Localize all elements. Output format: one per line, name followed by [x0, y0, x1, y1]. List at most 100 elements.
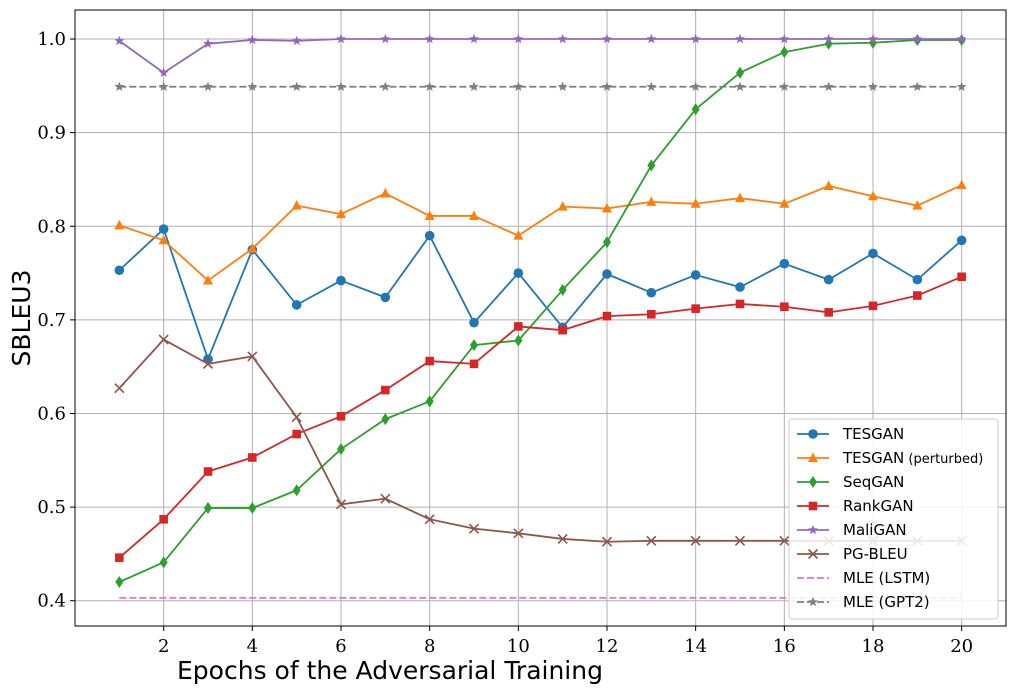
- data-point: [114, 383, 125, 394]
- data-point: [203, 81, 213, 91]
- x-marker-stroke: [424, 514, 435, 525]
- x-marker-stroke: [114, 383, 125, 394]
- series-2: [115, 33, 966, 588]
- legend-label-name: MLE (LSTM): [843, 569, 930, 587]
- y-tick-label: 1.0: [37, 29, 66, 50]
- data-point: [736, 66, 744, 79]
- data-point: [823, 81, 834, 91]
- data-point: [735, 81, 745, 91]
- data-point: [424, 210, 435, 220]
- data-point: [336, 275, 346, 286]
- x-marker-stroke: [335, 499, 347, 510]
- legend-label: PG-BLEU: [843, 545, 908, 563]
- data-point: [114, 81, 125, 91]
- data-point: [823, 274, 834, 285]
- legend-label-name: SeqGAN: [843, 473, 904, 491]
- x-tick-label: 16: [773, 636, 796, 657]
- data-point: [513, 268, 524, 278]
- series-7: [114, 81, 967, 91]
- x-tick-label: 2: [158, 636, 169, 657]
- legend-marker: [808, 429, 818, 439]
- data-point: [424, 81, 435, 91]
- data-point: [735, 299, 745, 309]
- data-point: [336, 33, 346, 44]
- data-point: [158, 81, 169, 91]
- data-point: [425, 356, 434, 366]
- data-point: [513, 33, 524, 44]
- data-point: [291, 300, 302, 310]
- data-point: [690, 270, 701, 280]
- data-point: [603, 236, 611, 249]
- data-point: [647, 159, 656, 172]
- x-axis-title: Epochs of the Adversarial Training: [177, 656, 603, 685]
- legend-label-name: TESGAN: [842, 449, 904, 467]
- data-point: [203, 467, 213, 476]
- data-point: [690, 33, 701, 44]
- data-point: [247, 243, 258, 253]
- legend-label-suffix: (perturbed): [904, 452, 983, 467]
- data-point: [912, 33, 923, 44]
- legend-item: TESGAN: [797, 425, 904, 443]
- data-point: [247, 34, 258, 45]
- data-point: [735, 282, 745, 292]
- legend-item: MLE (GPT2): [797, 593, 930, 611]
- x-tick-label: 6: [335, 636, 346, 657]
- data-point: [468, 523, 480, 534]
- data-point: [779, 33, 790, 44]
- legend-label: TESGAN (perturbed): [842, 449, 983, 467]
- data-point: [868, 81, 878, 91]
- data-point: [425, 395, 434, 408]
- y-tick-label: 0.8: [37, 216, 66, 237]
- data-point: [690, 198, 701, 208]
- data-point: [602, 269, 612, 279]
- legend-item: MaliGAN: [797, 521, 907, 539]
- legend-label-name: PG-BLEU: [843, 545, 908, 563]
- data-point: [557, 81, 568, 91]
- legend-label: MLE (GPT2): [843, 593, 930, 611]
- data-point: [514, 334, 523, 347]
- data-point: [424, 230, 435, 241]
- legend-marker: [807, 548, 819, 560]
- x-marker-stroke: [291, 412, 302, 423]
- x-marker-stroke: [734, 535, 746, 546]
- legend-label: SeqGAN: [843, 473, 904, 491]
- data-point: [557, 33, 568, 44]
- x-marker-stroke: [557, 533, 568, 545]
- data-point: [203, 275, 213, 285]
- series-1: [114, 179, 967, 285]
- data-point: [424, 514, 435, 525]
- data-point: [602, 81, 612, 91]
- data-point: [158, 67, 169, 77]
- data-point: [647, 309, 656, 319]
- data-point: [380, 81, 391, 91]
- data-point: [956, 235, 967, 246]
- data-point: [337, 443, 345, 456]
- x-tick-label: 10: [507, 636, 530, 657]
- data-point: [335, 499, 347, 510]
- y-tick-label: 0.6: [37, 403, 66, 424]
- data-point: [114, 219, 125, 230]
- y-tick-label: 0.4: [37, 591, 66, 612]
- data-point: [690, 81, 701, 91]
- plot-frame: [74, 9, 1007, 627]
- x-marker-stroke: [380, 493, 391, 504]
- x-axis-ticks: 2 4 6 8 10 12 14 16 18 20: [158, 626, 973, 657]
- data-point: [115, 576, 124, 588]
- series-line: [118, 228, 963, 361]
- data-point: [602, 33, 612, 44]
- data-point: [691, 103, 700, 116]
- x-tick-label: 12: [596, 636, 619, 657]
- data-point: [469, 33, 479, 44]
- series-line: [119, 184, 963, 282]
- legend-label-name: MaliGAN: [843, 521, 907, 539]
- data-point: [469, 317, 479, 328]
- data-point: [602, 311, 612, 321]
- data-point: [912, 200, 923, 210]
- x-tick-label: 20: [950, 636, 973, 657]
- legend-label-name: MLE (GPT2): [843, 593, 930, 611]
- data-point: [557, 201, 568, 211]
- data-point: [292, 429, 301, 439]
- data-point: [956, 33, 967, 44]
